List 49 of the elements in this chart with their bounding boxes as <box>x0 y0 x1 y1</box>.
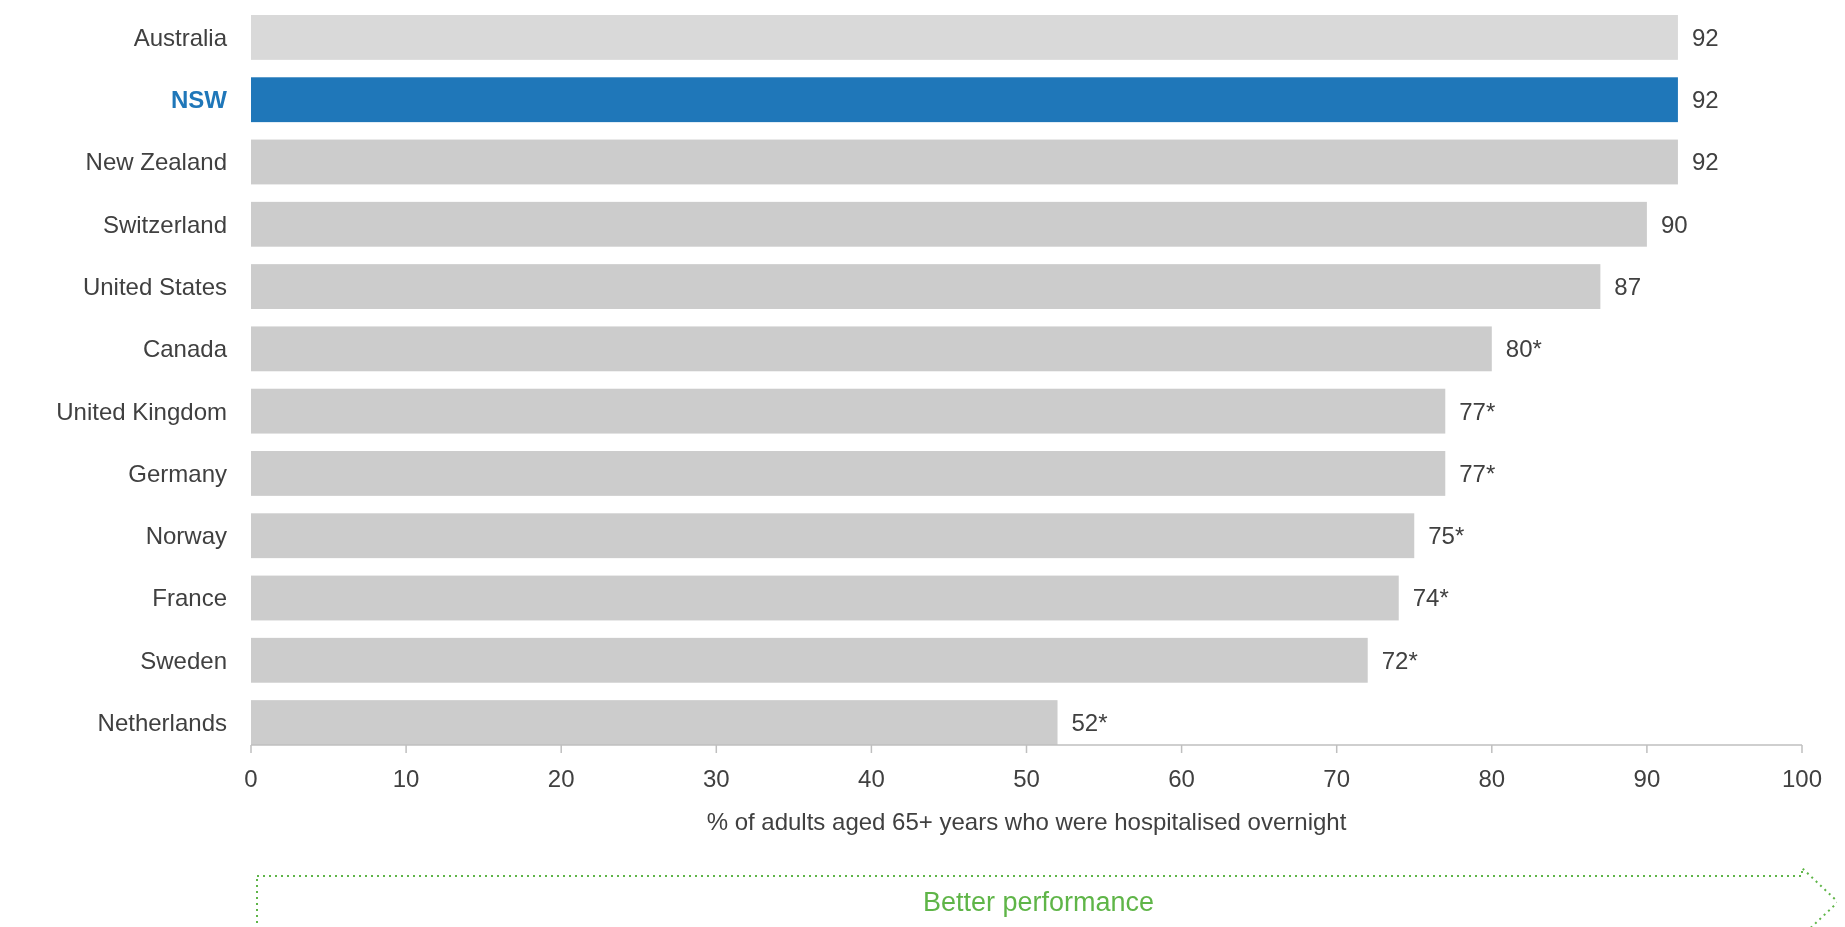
bar <box>251 201 1647 247</box>
x-tick-label: 0 <box>244 765 258 792</box>
x-tick-label: 100 <box>1781 765 1823 792</box>
bar <box>251 513 1415 559</box>
x-tick-label: 30 <box>702 765 730 792</box>
y-tick-label: United Kingdom <box>56 397 227 425</box>
data-label: 87 <box>1614 272 1642 300</box>
data-label: 77* <box>1459 397 1496 425</box>
bar <box>251 451 1446 496</box>
bar <box>251 700 1058 745</box>
bar <box>251 575 1399 621</box>
y-tick-label: New Zealand <box>85 148 227 176</box>
x-tick-label: 40 <box>858 765 885 792</box>
y-tick-label: Australia <box>133 23 228 51</box>
y-tick-label: Switzerland <box>102 210 227 238</box>
data-label: 75* <box>1428 522 1465 550</box>
data-label: 92 <box>1691 23 1719 51</box>
y-tick-label: Netherlands <box>97 708 227 736</box>
x-tick-label: 80 <box>1478 765 1506 792</box>
y-tick-label: United States <box>82 272 227 300</box>
x-tick-label: 10 <box>392 765 420 792</box>
data-label: 77* <box>1459 459 1496 487</box>
text: Better performance <box>922 887 1155 918</box>
x-tick-label: 50 <box>1013 765 1040 792</box>
y-tick-label: Norway <box>145 522 227 550</box>
bar <box>251 264 1601 309</box>
data-label: 52* <box>1071 708 1108 736</box>
data-label: 92 <box>1691 148 1719 176</box>
bar <box>251 77 1678 123</box>
y-tick-label: NSW <box>171 86 228 114</box>
y-tick-label: Sweden <box>140 646 227 674</box>
bar <box>251 388 1446 434</box>
y-tick-label: France <box>152 584 227 612</box>
bar <box>251 139 1678 185</box>
bar <box>251 326 1492 372</box>
bar <box>251 15 1678 60</box>
data-label: 92 <box>1691 86 1719 114</box>
y-tick-label: Canada <box>142 335 228 363</box>
x-tick-label: 20 <box>547 765 575 792</box>
data-label: 74* <box>1412 584 1449 612</box>
x-axis-title: % of adults aged 65+ years who were hospitalised overnight <box>706 808 1347 835</box>
bar <box>251 637 1368 683</box>
x-tick-label: 90 <box>1633 765 1661 792</box>
data-label: 80* <box>1505 335 1542 363</box>
x-tick-label: 70 <box>1323 765 1351 792</box>
x-tick-label: 60 <box>1168 765 1195 792</box>
data-label: 72* <box>1381 646 1418 674</box>
data-label: 90 <box>1660 210 1688 238</box>
y-tick-label: Germany <box>128 459 227 487</box>
